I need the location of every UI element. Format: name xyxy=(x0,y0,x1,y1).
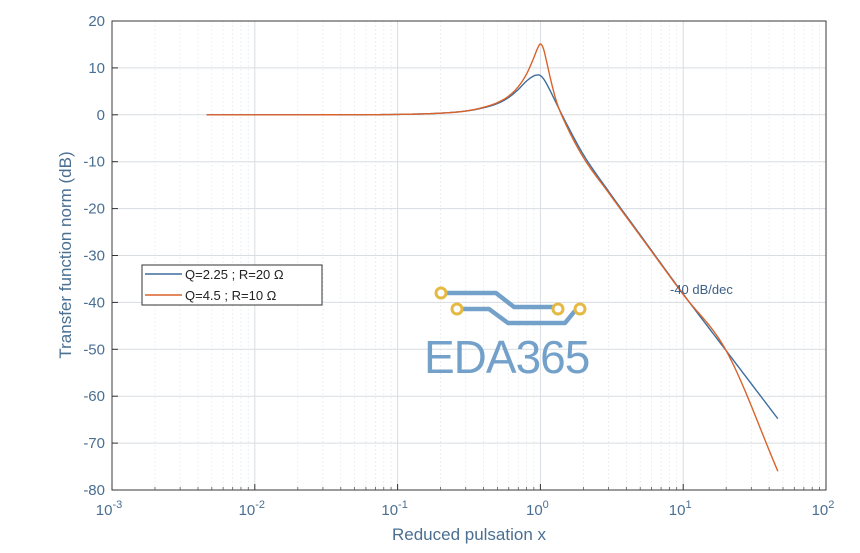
x-tick-label: 10-1 xyxy=(381,499,407,519)
y-tick-label: -60 xyxy=(83,388,105,405)
series-line-2 xyxy=(206,43,779,472)
y-tick-label: 10 xyxy=(88,60,105,77)
pcb-trace-logo xyxy=(443,290,577,326)
chart-series xyxy=(206,43,779,472)
y-tick-label: 0 xyxy=(97,107,105,124)
y-tick-label: -40 xyxy=(83,294,105,311)
x-tick-label: 10-3 xyxy=(96,499,122,519)
y-tick-label: -80 xyxy=(83,482,105,499)
y-tick-label: 20 xyxy=(88,13,105,30)
y-axis-label: Transfer function norm (dB) xyxy=(56,151,75,358)
y-tick-label: -30 xyxy=(83,248,105,265)
x-tick-label: 101 xyxy=(669,499,692,519)
y-tick-label: -70 xyxy=(83,435,105,452)
x-tick-label: 100 xyxy=(526,499,549,519)
legend: Q=2.25 ; R=20 Ω Q=4.5 ; R=10 Ω xyxy=(141,264,323,306)
x-axis-label: Reduced pulsation x xyxy=(392,525,547,544)
y-tick-label: -50 xyxy=(83,341,105,358)
legend-label-series-2: Q=4.5 ; R=10 Ω xyxy=(185,288,277,303)
pcb-pad-icons xyxy=(434,286,587,316)
x-tick-label: 10-2 xyxy=(239,499,265,519)
y-tick-label: -20 xyxy=(83,201,105,218)
chart-grid xyxy=(111,20,827,491)
eda365-watermark: EDA365 xyxy=(424,286,590,383)
axis-ticks: 10-3 10-2 10-1 100 101 10220100-10-20-30-40-5… xyxy=(83,13,834,519)
slope-annotation: -40 dB/dec xyxy=(670,282,733,297)
watermark-text: EDA365 xyxy=(424,331,589,383)
legend-box xyxy=(141,264,323,306)
y-tick-label: -10 xyxy=(83,154,105,171)
x-tick-label: 102 xyxy=(812,499,835,519)
legend-label-series-1: Q=2.25 ; R=20 Ω xyxy=(185,267,284,282)
